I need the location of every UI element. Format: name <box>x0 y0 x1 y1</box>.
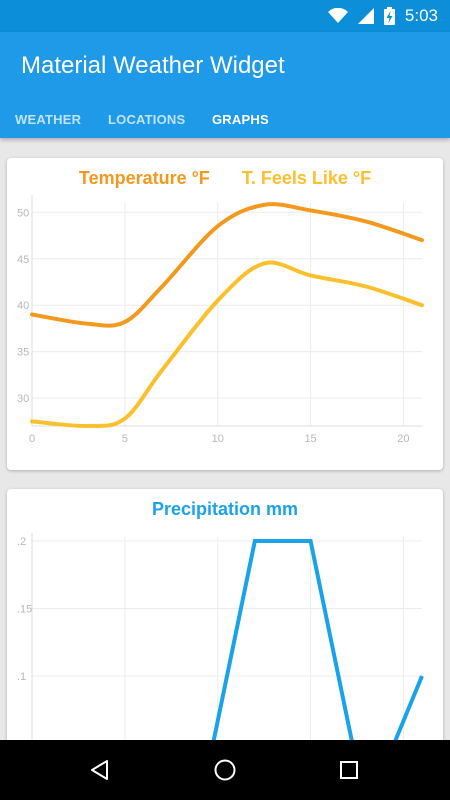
tab-bar: WEATHER LOCATIONS GRAPHS <box>0 112 450 138</box>
y-tick-label: 50 <box>17 207 29 219</box>
x-tick-label: 5 <box>122 433 128 445</box>
navigation-bar <box>0 740 450 800</box>
y-tick-label: .1 <box>17 671 26 683</box>
y-tick-label: .2 <box>17 536 26 548</box>
signal-icon <box>357 8 374 24</box>
precipitation-chart-card: Precipitation mm .05.1.15.2 <box>7 489 443 759</box>
x-tick-label: 20 <box>397 433 409 445</box>
app-bar: Material Weather Widget WEATHER LOCATION… <box>0 32 450 138</box>
chart-legend: Temperature °F T. Feels Like °F <box>7 168 443 189</box>
precipitation-series-line <box>207 539 424 759</box>
battery-charging-icon <box>383 7 395 25</box>
y-tick-label: 35 <box>17 347 29 359</box>
recents-button[interactable] <box>329 754 369 786</box>
app-title: Material Weather Widget <box>21 52 285 79</box>
y-tick-label: 30 <box>17 393 29 405</box>
temperature-series-line <box>30 202 424 328</box>
x-tick-label: 0 <box>29 433 35 445</box>
precipitation-chart-title: Precipitation mm <box>151 499 299 519</box>
x-tick-label: 15 <box>304 433 316 445</box>
y-tick-label: 45 <box>17 254 29 266</box>
tab-weather[interactable]: WEATHER <box>15 112 82 127</box>
back-icon <box>91 760 108 780</box>
status-bar: 5:03 <box>0 0 450 32</box>
y-tick-label: .15 <box>17 604 32 616</box>
precipitation-chart: .05.1.15.2 <box>17 533 424 759</box>
home-icon <box>214 759 236 781</box>
legend-feels-like: T. Feels Like °F <box>241 168 372 188</box>
feels-like-series-line <box>30 260 424 429</box>
temperature-chart-card: Temperature °F T. Feels Like °F 30 35 40 45… <box>7 158 443 470</box>
tab-locations[interactable]: LOCATIONS <box>108 112 186 127</box>
status-time: 5:03 <box>404 6 438 25</box>
back-button[interactable] <box>80 754 120 786</box>
temperature-chart: 30 35 40 45 50 0 5 10 15 20 <box>17 195 424 445</box>
home-button[interactable] <box>205 754 245 786</box>
y-tick-label: 40 <box>17 300 29 312</box>
x-tick-label: 10 <box>212 433 224 445</box>
tab-graphs[interactable]: GRAPHS <box>212 112 269 127</box>
recents-icon <box>340 761 358 779</box>
wifi-icon <box>327 8 348 23</box>
legend-temperature: Temperature °F <box>78 168 210 188</box>
